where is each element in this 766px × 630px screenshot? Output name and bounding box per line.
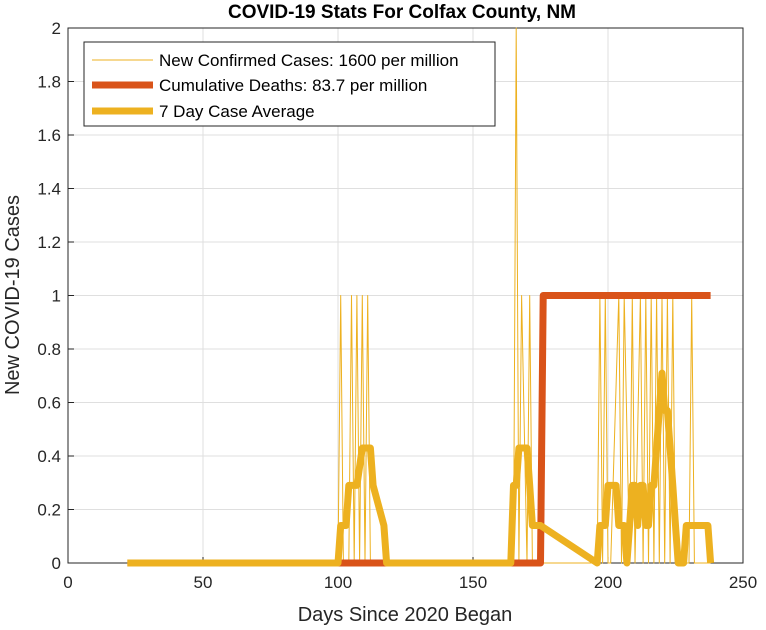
- y-tick-label: 0.8: [37, 340, 61, 359]
- legend: New Confirmed Cases: 1600 per million Cu…: [83, 41, 496, 127]
- y-tick-label: 2: [52, 19, 61, 38]
- legend-label-new-cases: New Confirmed Cases: 1600 per million: [159, 51, 459, 70]
- y-tick-label: 0.6: [37, 394, 61, 413]
- x-tick-label: 50: [194, 573, 213, 592]
- chart-title: COVID-19 Stats For Colfax County, NM: [228, 2, 576, 23]
- y-ticks: 0 0.2 0.4 0.6 0.8 1 1.2 1.4 1.6 1.8 2: [37, 19, 74, 573]
- y-axis-label: New COVID-19 Cases: [2, 195, 24, 395]
- series-line-new-cases: [127, 27, 711, 564]
- y-tick-label: 1.6: [37, 126, 61, 145]
- x-tick-label: 150: [459, 573, 487, 592]
- y-tick-label: 0.4: [37, 447, 61, 466]
- x-tick-label: 100: [324, 573, 352, 592]
- x-tick-label: 0: [63, 573, 72, 592]
- series-line-average: [127, 369, 715, 567]
- legend-label-deaths: Cumulative Deaths: 83.7 per million: [159, 76, 427, 95]
- y-tick-label: 1.8: [37, 73, 61, 92]
- y-tick-label: 0.2: [37, 501, 61, 520]
- y-tick-label: 1.2: [37, 233, 61, 252]
- series: [127, 27, 715, 567]
- x-tick-label: 200: [594, 573, 622, 592]
- legend-label-average: 7 Day Case Average: [159, 102, 315, 121]
- y-tick-label: 0: [52, 554, 61, 573]
- x-axis-label: Days Since 2020 Began: [298, 604, 513, 626]
- y-tick-label: 1.4: [37, 180, 61, 199]
- x-tick-label: 250: [729, 573, 757, 592]
- y-tick-label: 1: [52, 287, 61, 306]
